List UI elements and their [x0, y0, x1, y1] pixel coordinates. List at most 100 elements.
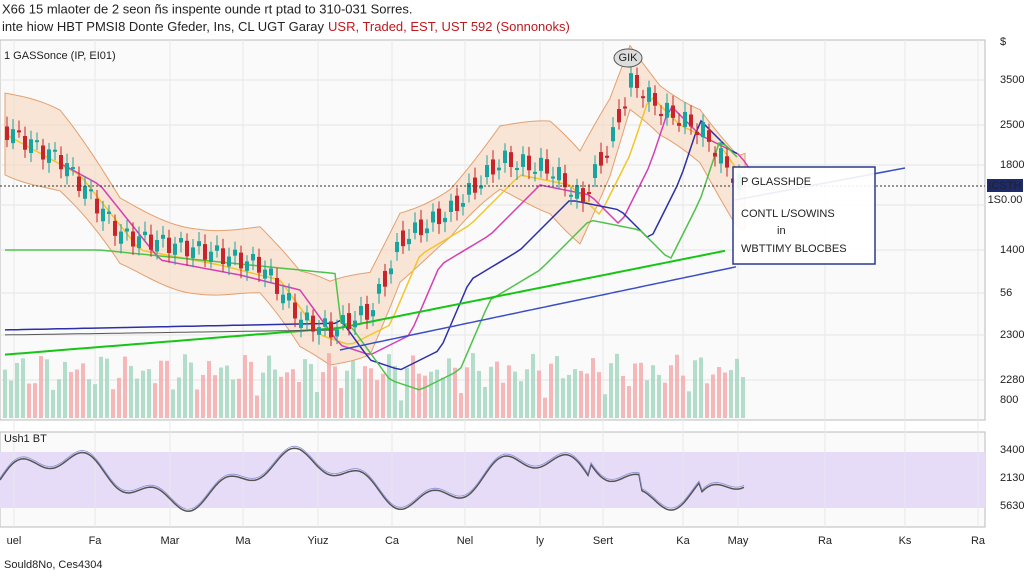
volume-bar [591, 358, 595, 418]
volume-bar [45, 359, 49, 418]
candle-body [407, 238, 411, 245]
volume-bar [339, 388, 343, 418]
volume-bar [39, 356, 43, 418]
price-label: 800 [1000, 394, 1018, 406]
volume-bar [447, 358, 451, 418]
candle-body [695, 131, 699, 136]
volume-bar [417, 373, 421, 418]
candle-body [209, 251, 213, 263]
candle-body [263, 269, 267, 279]
volume-bar [165, 360, 169, 418]
volume-bar [99, 356, 103, 418]
volume-bar [333, 366, 337, 418]
volume-bar [711, 374, 715, 418]
volume-bar [129, 365, 133, 418]
candle-body [125, 228, 129, 232]
candle-body [485, 165, 489, 178]
candle-body [461, 203, 465, 207]
volume-bar [495, 361, 499, 418]
volume-bar [9, 380, 13, 418]
volume-bar [459, 393, 463, 418]
volume-bar [207, 361, 211, 418]
candle-body [329, 321, 333, 338]
header-text: inte hiow HBT PMSI8 Donte Gfeder, Ins, C… [2, 19, 325, 34]
candle-body [467, 183, 471, 195]
candle-body [581, 188, 585, 202]
volume-bar [597, 372, 601, 418]
volume-bar [201, 374, 205, 418]
candle-body [383, 270, 387, 287]
candle-body [617, 109, 621, 123]
annotation-text: in [777, 225, 786, 237]
candle-body [251, 253, 255, 261]
candle-body [665, 102, 669, 118]
candle-body [521, 154, 525, 167]
candle-body [653, 93, 657, 106]
volume-bar [579, 370, 583, 418]
volume-bar [159, 360, 163, 418]
volume-bar [519, 381, 523, 418]
x-label: Sert [593, 535, 613, 547]
candle-body [167, 237, 171, 254]
candle-body [503, 150, 507, 163]
candle-body [173, 243, 177, 255]
volume-bar [87, 379, 91, 418]
price-tag-label: ICSTH [989, 180, 1022, 192]
grid [0, 40, 985, 527]
volume-bar [441, 377, 445, 418]
volume-bar [93, 384, 97, 418]
volume-bar [369, 368, 373, 418]
volume-bar [69, 372, 73, 418]
header-line: X66 15 mlaoter de 2 seon ñs inspente oun… [2, 1, 413, 16]
volume-bar [381, 373, 385, 418]
volume-bar [621, 375, 625, 418]
volume-bar [669, 365, 673, 418]
volume-bar [219, 367, 223, 418]
candle-body [443, 217, 447, 223]
plot [0, 44, 751, 512]
volume-bar [255, 395, 259, 418]
volume-bar [513, 371, 517, 418]
candle-body [533, 171, 537, 174]
candle-body [29, 139, 33, 154]
volume-bar [705, 383, 709, 418]
candle-body [89, 189, 93, 192]
candle-body [65, 163, 69, 177]
volume-bar [567, 374, 571, 418]
volume-bar [213, 375, 217, 418]
candle-body [155, 240, 159, 252]
candle-body [371, 310, 375, 317]
volume-bar [375, 380, 379, 418]
volume-bar [483, 386, 487, 418]
x-label: ly [536, 535, 544, 547]
candle-body [353, 320, 357, 328]
x-label: Ma [235, 535, 251, 547]
volume-bar [249, 361, 253, 418]
volume-bar [27, 383, 31, 418]
candle-body [425, 228, 429, 234]
candle-body [641, 96, 645, 99]
volume-bar [729, 370, 733, 418]
volume-bar [735, 358, 739, 418]
volume-bar [663, 382, 667, 418]
peak-marker [613, 48, 643, 68]
candle-body [233, 249, 237, 256]
candle-body [53, 149, 57, 152]
candle-body [107, 211, 111, 214]
candle-body [497, 167, 501, 171]
volume-bar [627, 386, 631, 418]
price-tag [987, 179, 1023, 192]
candle-body [395, 241, 399, 253]
price-tag-label: 1S0.00 [988, 194, 1023, 206]
volume-bar [291, 369, 295, 418]
volume-bar [183, 354, 187, 418]
volume-bar [123, 356, 127, 418]
volume-bar [585, 373, 589, 418]
volume-bar [537, 370, 541, 418]
candle-body [323, 318, 327, 327]
candle-body [257, 256, 261, 273]
candle-body [605, 155, 609, 158]
candle-body [725, 156, 729, 168]
volume-bar [3, 369, 7, 418]
